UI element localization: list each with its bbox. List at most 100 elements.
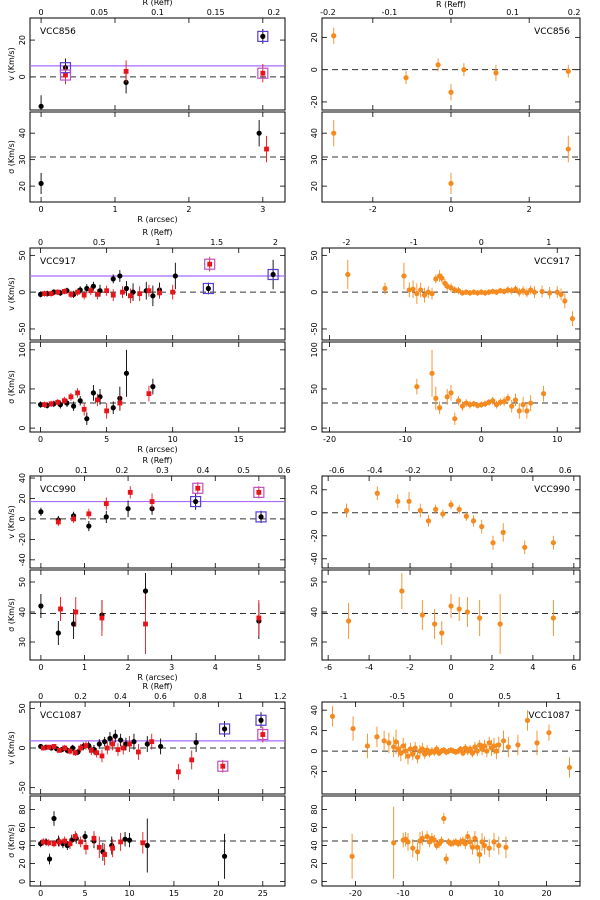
sigma-point-red <box>61 398 67 404</box>
reff-tick-label: 0 <box>38 466 43 475</box>
arcsec-tick-label: 5 <box>104 435 109 444</box>
sigma-point-orange <box>520 402 526 408</box>
left-velocity-ytick-label: 0 <box>18 290 27 295</box>
sigma-point-orange <box>456 606 462 612</box>
velocity-point-orange <box>406 498 412 504</box>
right-sigma-ytick-label: 20 <box>310 858 319 868</box>
right-velocity-ytick-label: 20 <box>310 726 319 736</box>
velocity-point-red <box>256 489 262 495</box>
velocity-point-orange <box>520 288 526 294</box>
reff-tick-label: 0 <box>479 238 484 247</box>
velocity-point-red <box>55 519 61 525</box>
sigma-point-orange <box>467 839 473 845</box>
velocity-point-black <box>86 523 92 529</box>
velocity-point-orange <box>490 540 496 546</box>
arcsec-tick-label: 0 <box>38 663 43 672</box>
sigma-point-orange <box>486 845 492 851</box>
galaxy-name-label: VCC856 <box>534 27 570 37</box>
sigma-axis-label: σ (Km/s) <box>7 824 16 858</box>
right-sigma-ytick-label: 60 <box>310 822 319 832</box>
sigma-point-orange <box>438 838 445 844</box>
reff-tick-label: -0.2 <box>320 8 336 17</box>
velocity-point-red <box>61 289 67 294</box>
velocity-point-red <box>62 745 68 751</box>
velocity-point-red <box>55 289 61 295</box>
velocity-point-red <box>81 292 87 298</box>
velocity-point-black <box>205 285 211 292</box>
arcsec-tick-label: -2 <box>369 205 377 214</box>
reff-tick-label: 1 <box>556 692 561 701</box>
reff-tick-label: 1 <box>546 238 551 247</box>
velocity-point-black <box>117 273 123 279</box>
sigma-point-orange <box>477 615 483 621</box>
velocity-point-orange <box>479 524 485 530</box>
sigma-point-red <box>91 835 97 841</box>
arcsec-tick-label: 0 <box>39 205 44 214</box>
sigma-point-orange <box>448 180 454 187</box>
sigma-point-red <box>256 615 262 621</box>
arcsec-tick-label: -2 <box>406 663 414 672</box>
sigma-point-red <box>118 839 124 845</box>
sigma-point-orange <box>509 403 515 409</box>
velocity-point-black <box>221 726 228 732</box>
velocity-point-orange <box>414 754 421 760</box>
arcsec-tick-label: 2 <box>126 663 131 672</box>
left-velocity-ytick-label: 50 <box>18 703 27 713</box>
arcsec-tick-label: 3 <box>169 663 174 672</box>
arcsec-tick-label: 20 <box>213 889 223 898</box>
velocity-point-red <box>260 732 266 737</box>
arcsec-tick-label: 1 <box>82 663 87 672</box>
velocity-point-red <box>120 289 125 295</box>
sigma-point-red <box>110 845 116 851</box>
velocity-point-orange <box>403 75 409 81</box>
velocity-point-red <box>88 288 94 294</box>
reff-tick-label: -0.4 <box>367 466 383 475</box>
right-sigma-ytick-label: 30 <box>310 637 319 647</box>
sigma-point-orange <box>346 618 352 624</box>
velocity-point-orange <box>467 746 473 752</box>
velocity-box-marker <box>257 67 269 79</box>
sigma-point-orange <box>399 588 405 594</box>
sigma-point-orange <box>455 398 462 404</box>
velocity-point-orange <box>531 289 538 295</box>
velocity-point-red <box>260 70 266 76</box>
sigma-point-black <box>37 402 44 408</box>
velocity-point-orange <box>374 734 380 740</box>
left-sigma-ytick-label: 100 <box>18 342 27 357</box>
velocity-point-orange <box>486 740 492 746</box>
arcsec-tick-label: 10 <box>168 435 178 444</box>
velocity-point-black <box>193 739 199 746</box>
arcsec-tick-label: 2 <box>527 205 532 214</box>
velocity-point-red <box>63 72 68 78</box>
velocity-box-marker <box>190 495 202 508</box>
sigma-axis-label: σ (Km/s) <box>7 140 16 174</box>
velocity-point-black <box>84 285 90 292</box>
velocity-point-black <box>172 273 178 279</box>
velocity-axis-label: v (Km/s) <box>7 731 16 764</box>
right-velocity-ytick-label: -20 <box>310 95 319 108</box>
velocity-point-red <box>195 485 201 491</box>
sigma-point-orange <box>452 416 458 422</box>
velocity-point-orange <box>515 742 521 748</box>
sigma-point-orange <box>477 851 483 858</box>
velocity-point-red <box>146 288 152 294</box>
arcsec-tick-label: 6 <box>571 663 576 672</box>
velocity-point-orange <box>391 744 397 750</box>
velocity-point-red <box>149 739 155 745</box>
velocity-point-orange <box>547 290 553 296</box>
reff-axis-label: R (Reff) <box>143 0 173 7</box>
velocity-point-orange <box>539 288 545 295</box>
velocity-point-orange <box>522 544 528 550</box>
velocity-point-orange <box>417 507 423 514</box>
sigma-axis-label: σ (Km/s) <box>7 370 16 404</box>
velocity-box-marker <box>59 69 72 81</box>
velocity-point-black <box>96 741 102 747</box>
velocity-point-red <box>42 291 47 297</box>
reff-tick-label: -0.2 <box>405 466 421 475</box>
velocity-point-red <box>135 749 141 755</box>
velocity-point-orange <box>528 287 534 293</box>
right-velocity-ytick-label: 50 <box>310 250 319 260</box>
velocity-point-black <box>110 276 116 282</box>
